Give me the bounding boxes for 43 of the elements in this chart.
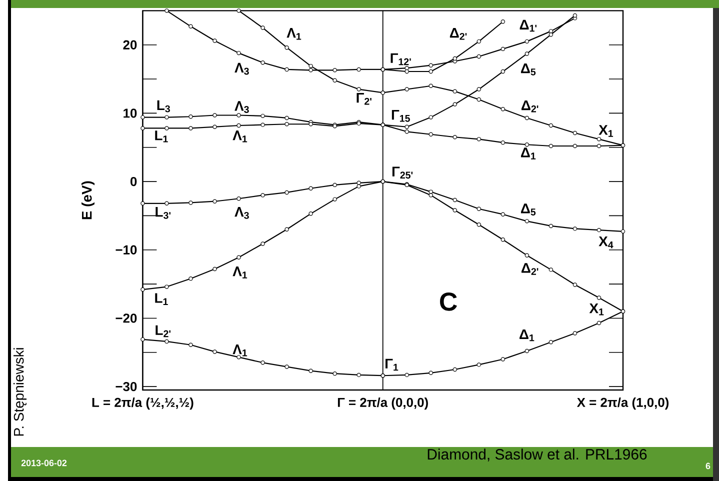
annotation: Δ$_{2'}$ bbox=[521, 263, 538, 275]
text: Diamond, Saslow et al. PRL1966 bbox=[428, 448, 647, 462]
annotation: Δ$_{5}$ bbox=[520, 64, 536, 76]
text: P. Stępniewski bbox=[14, 348, 27, 436]
annotation: L$_{1}$ bbox=[155, 130, 168, 142]
annotation: L$_{2'}$ bbox=[156, 325, 170, 338]
text: 2013-06-02 bbox=[21, 460, 67, 466]
annotation: Λ$_{1}$ bbox=[232, 130, 248, 142]
annotation: X$_{1}$ bbox=[598, 125, 614, 137]
annotation: Δ$_{1}$ bbox=[520, 329, 534, 342]
y-axis-title: E (eV) bbox=[82, 181, 95, 220]
annotation: Γ$_{2'}$ bbox=[356, 92, 372, 105]
y-tick-label: 10 bbox=[124, 108, 137, 118]
text: 6 bbox=[706, 462, 710, 470]
annotation: Λ$_{3}$ bbox=[234, 62, 249, 75]
y-tick-label: −10 bbox=[116, 245, 137, 254]
annotation: Λ$_{1}$ bbox=[232, 344, 248, 356]
annotation: X$_{1}$ bbox=[589, 303, 604, 316]
annotation: L$_{1}$ bbox=[155, 293, 168, 305]
annotation: L$_{3}$ bbox=[157, 100, 170, 112]
annotation: Λ$_{1}$ bbox=[286, 28, 302, 40]
y-tick-label: −20 bbox=[116, 314, 137, 323]
annotation: Λ$_{3}$ bbox=[234, 207, 249, 219]
annotation: Λ$_{1}$ bbox=[232, 266, 248, 278]
annotation: Δ$_{1'}$ bbox=[520, 20, 537, 32]
annotation: Δ$_{2'}$ bbox=[521, 100, 538, 112]
annotation: C bbox=[440, 292, 457, 311]
x-tick-label: Γ = 2π/a (0,0,0) bbox=[338, 398, 428, 410]
annotation: L$_{3'}$ bbox=[156, 207, 170, 219]
annotation: Δ$_{1}$ bbox=[520, 148, 536, 160]
annotation: Δ$_{2'}$ bbox=[450, 28, 467, 40]
annotation: Γ$_{15}$ bbox=[392, 110, 410, 122]
x-tick-label: X = 2π/a (1,0,0) bbox=[576, 398, 669, 410]
y-tick-label: 20 bbox=[123, 40, 137, 50]
annotation: Γ$_{12'}$ bbox=[390, 53, 411, 66]
y-tick-label: 0 bbox=[130, 176, 137, 186]
annotation: Λ$_{3}$ bbox=[234, 101, 249, 113]
y-tick-label: −30 bbox=[116, 382, 137, 392]
annotation: Γ$_{25'}$ bbox=[392, 166, 413, 179]
x-tick-label: L = 2π/a (½,½,½) bbox=[92, 398, 194, 410]
annotation: Δ$_{5}$ bbox=[520, 204, 536, 216]
annotation: Γ$_{1}$ bbox=[386, 358, 398, 371]
annotation: X$_{4}$ bbox=[598, 236, 614, 248]
